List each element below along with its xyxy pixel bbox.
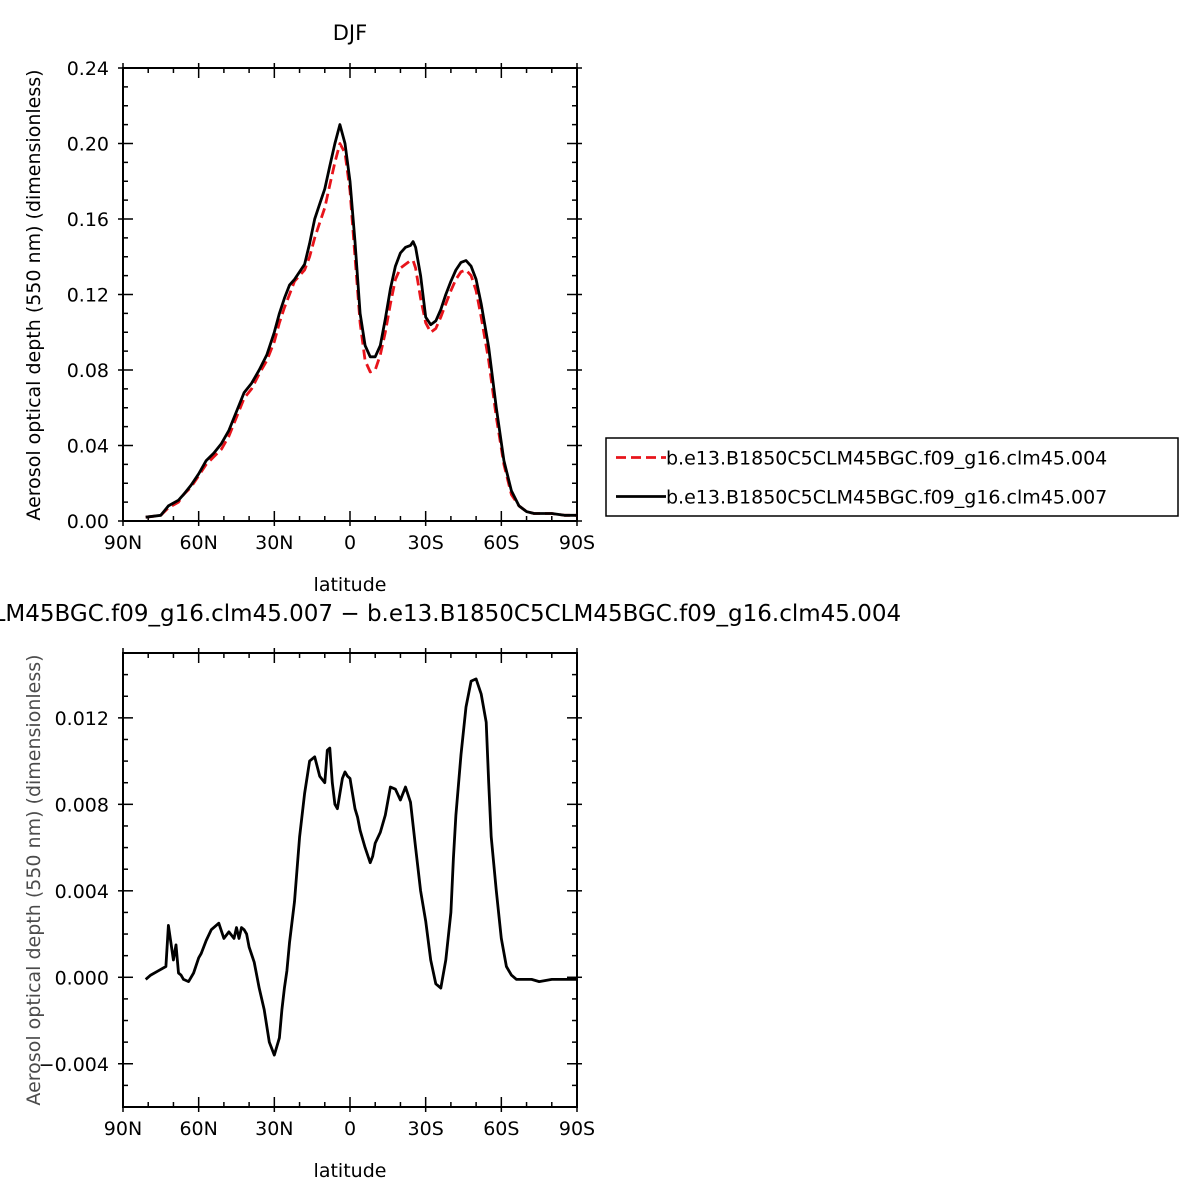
plot-area: 90N 60N 30N 0 30S 60S 90S 0.00 0.04 0.08 0.12 0.16 0…: [67, 58, 595, 554]
difference-line-chart: b.e13.B1850C5CLM45BGC.f09_g16.clm45.007 …: [0, 601, 901, 1182]
x-tick-label: 30N: [255, 532, 293, 554]
x-tick-label: 90S: [559, 1118, 595, 1140]
x-axis-label: latitude: [314, 1160, 387, 1182]
series-line-2: [145, 123, 577, 519]
x-tick-label: 60S: [483, 1118, 519, 1140]
series-line-1: [144, 677, 577, 1057]
y-tick-label: 0.24: [67, 58, 109, 80]
y-tick-label: 0.00: [67, 511, 109, 533]
y-tick-label: 0.16: [67, 209, 109, 231]
plot-frame: [122, 652, 578, 1108]
y-tick-label: 0.04: [67, 436, 109, 458]
x-tick-label: 90N: [104, 1118, 142, 1140]
legend-box: [605, 437, 1179, 517]
y-tick-label: 0.20: [67, 134, 109, 156]
y-tick-label: 0.12: [67, 285, 109, 307]
y-axis-label: Aerosol optical depth (550 nm) (dimensio…: [23, 69, 45, 520]
series-line-1: [145, 142, 577, 519]
chart-title: DJF: [333, 21, 367, 45]
plot-frame: [122, 67, 578, 522]
x-axis-label: latitude: [314, 574, 387, 596]
plot-area: 90N 60N 30N 0 30S 60S 90S −0.004 0.000 0.004 0.008…: [39, 648, 595, 1140]
x-tick-label: 0: [344, 1118, 356, 1140]
legend-label: b.e13.B1850C5CLM45BGC.f09_g16.clm45.007: [666, 487, 1107, 509]
x-tick-label: 60S: [483, 532, 519, 554]
x-tick-label: 0: [344, 532, 356, 554]
y-tick-label: 0.08: [67, 360, 109, 382]
x-tick-label: 30S: [408, 532, 444, 554]
y-tick-label: 0.008: [55, 794, 109, 816]
y-axis-label: Aerosol optical depth (550 nm) (dimensio…: [23, 654, 45, 1105]
y-tick-label: −0.004: [39, 1054, 109, 1076]
x-tick-label: 60N: [179, 1118, 217, 1140]
x-tick-label: 90N: [104, 532, 142, 554]
x-tick-label: 30N: [255, 1118, 293, 1140]
y-tick-label: 0.000: [55, 967, 109, 989]
x-tick-label: 60N: [179, 532, 217, 554]
x-tick-label: 30S: [408, 1118, 444, 1140]
legend-label: b.e13.B1850C5CLM45BGC.f09_g16.clm45.004: [666, 448, 1107, 470]
x-tick-label: 90S: [559, 532, 595, 554]
chart-title: b.e13.B1850C5CLM45BGC.f09_g16.clm45.007 …: [0, 601, 901, 627]
y-tick-label: 0.004: [55, 881, 109, 903]
y-tick-label: 0.012: [55, 708, 109, 730]
aod-line-chart: DJF Aerosol optical depth (550 nm) (dime…: [23, 21, 1179, 596]
legend: b.e13.B1850C5CLM45BGC.f09_g16.clm45.004b…: [605, 437, 1179, 517]
